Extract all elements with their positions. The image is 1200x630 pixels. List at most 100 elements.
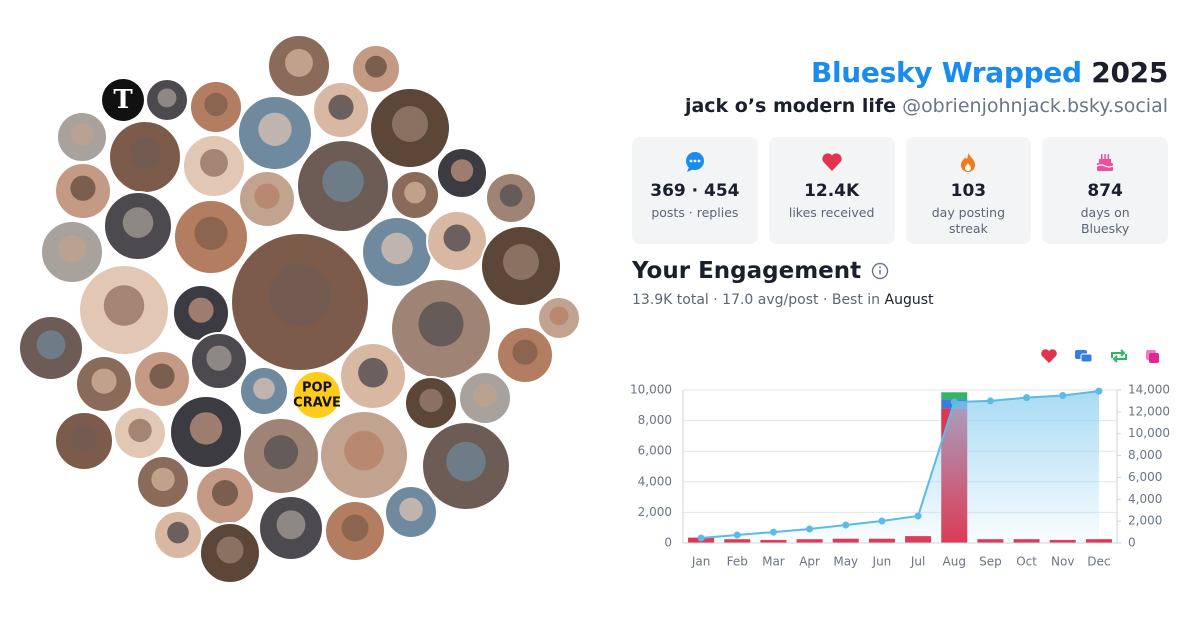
- avatar-face: [194, 216, 228, 250]
- stat-card: 369 · 454 posts · replies: [632, 137, 758, 244]
- avatar-face: [189, 412, 223, 445]
- legend-replies[interactable]: [1075, 350, 1093, 363]
- line-point: [878, 517, 886, 525]
- stat-value: 103: [950, 181, 987, 201]
- y2-tick-label: 6,000: [1128, 470, 1162, 484]
- x-tick-label: Dec: [1087, 555, 1110, 569]
- avatar-face: [419, 388, 443, 413]
- line-point: [950, 398, 958, 406]
- avatar-face: [344, 430, 384, 471]
- summary-text: 13.9K total · 17.0 avg/post · Best in: [632, 292, 881, 308]
- avatar-face: [70, 425, 98, 452]
- y2-tick-label: 12,000: [1128, 404, 1170, 418]
- avatar-face: [70, 175, 96, 201]
- line-point: [1023, 394, 1031, 402]
- line-point: [914, 512, 922, 520]
- line-point: [697, 534, 705, 542]
- avatar-face: [365, 55, 387, 78]
- avatar-face: [211, 480, 239, 507]
- avatar-face: [188, 297, 214, 323]
- badge-avatar: [292, 370, 342, 420]
- avatar-face: [157, 88, 177, 108]
- badge-text: POP: [302, 381, 332, 396]
- area: [701, 391, 1099, 543]
- avatar-face: [128, 418, 152, 443]
- line-point: [842, 521, 850, 529]
- x-tick-label: Sep: [979, 555, 1002, 569]
- avatar-face: [204, 92, 228, 117]
- summary-panel: Bluesky Wrapped 2025 jack o’s modern lif…: [632, 56, 1168, 308]
- engagement-title: Your Engagement: [632, 258, 862, 284]
- avatar-face: [392, 106, 428, 142]
- badge-text: CRAVE: [293, 396, 341, 411]
- avatar-face: [122, 207, 154, 238]
- x-tick-label: Jun: [872, 555, 892, 569]
- logo-letter: T: [113, 85, 133, 115]
- line-point: [733, 531, 741, 539]
- engagement-heading: Your Engagement: [632, 258, 1168, 284]
- y2-tick-label: 2,000: [1128, 514, 1162, 528]
- legend-reposts[interactable]: [1111, 349, 1127, 363]
- handle: @obrienjohnjack.bsky.social: [902, 95, 1168, 117]
- profile: jack o’s modern life @obrienjohnjack.bsk…: [632, 95, 1168, 117]
- y2-tick-label: 14,000: [1128, 383, 1170, 397]
- best-month: August: [884, 292, 934, 308]
- avatar-face: [418, 301, 464, 347]
- avatar-face: [276, 510, 306, 540]
- y2-tick-label: 4,000: [1128, 492, 1162, 506]
- line-point: [1059, 391, 1067, 399]
- avatar-face: [285, 48, 313, 77]
- stat-label: posts · replies: [651, 205, 739, 220]
- title-text: Bluesky Wrapped: [810, 56, 1082, 89]
- legend-quotes[interactable]: [1146, 350, 1159, 363]
- legend-likes[interactable]: [1041, 349, 1057, 363]
- x-tick-label: Oct: [1016, 555, 1037, 569]
- line-point: [806, 525, 814, 533]
- avatar-face: [381, 232, 413, 265]
- heart-icon: [822, 153, 842, 171]
- avatar-face: [503, 244, 539, 280]
- x-tick-label: Jul: [910, 555, 925, 569]
- avatar-face: [149, 363, 175, 389]
- y-tick-label: 0: [664, 536, 672, 550]
- y-tick-label: 10,000: [630, 383, 672, 397]
- stat-value: 874: [1087, 181, 1123, 201]
- legend: [1041, 349, 1159, 363]
- avatar-face: [253, 377, 275, 400]
- cake-icon: [1096, 154, 1114, 171]
- x-tick-label: Mar: [762, 555, 785, 569]
- x-tick-label: Nov: [1051, 555, 1074, 569]
- info-icon[interactable]: [871, 262, 889, 280]
- avatar-face: [322, 160, 364, 203]
- avatar-face: [254, 183, 280, 209]
- avatar-face: [258, 112, 292, 146]
- line-point: [1095, 387, 1103, 395]
- title: Bluesky Wrapped 2025: [632, 56, 1168, 89]
- line-point: [769, 528, 777, 536]
- y-tick-label: 8,000: [638, 413, 672, 427]
- avatar-face: [103, 285, 145, 326]
- avatar-face: [512, 339, 538, 365]
- avatar-face: [128, 137, 162, 170]
- x-tick-label: May: [833, 555, 858, 569]
- flame-icon: [961, 153, 976, 172]
- avatar-face: [200, 148, 228, 177]
- x-tick-label: Aug: [943, 555, 966, 569]
- avatar-face: [446, 441, 486, 482]
- avatar-face: [216, 536, 244, 564]
- avatar-face: [36, 330, 66, 360]
- line-point: [986, 397, 994, 405]
- chat-icon: [685, 152, 704, 172]
- avatar-face: [404, 181, 426, 204]
- line: [701, 390, 1100, 539]
- avatar-face: [91, 368, 117, 394]
- avatar-face: [70, 123, 94, 146]
- display-name: jack o’s modern life: [684, 95, 897, 117]
- y2-tick-label: 10,000: [1128, 426, 1170, 440]
- stat-card: 874 days on Bluesky: [1042, 137, 1168, 244]
- avatar-face: [399, 497, 423, 522]
- avatar-face: [443, 224, 471, 252]
- bar: [941, 392, 968, 400]
